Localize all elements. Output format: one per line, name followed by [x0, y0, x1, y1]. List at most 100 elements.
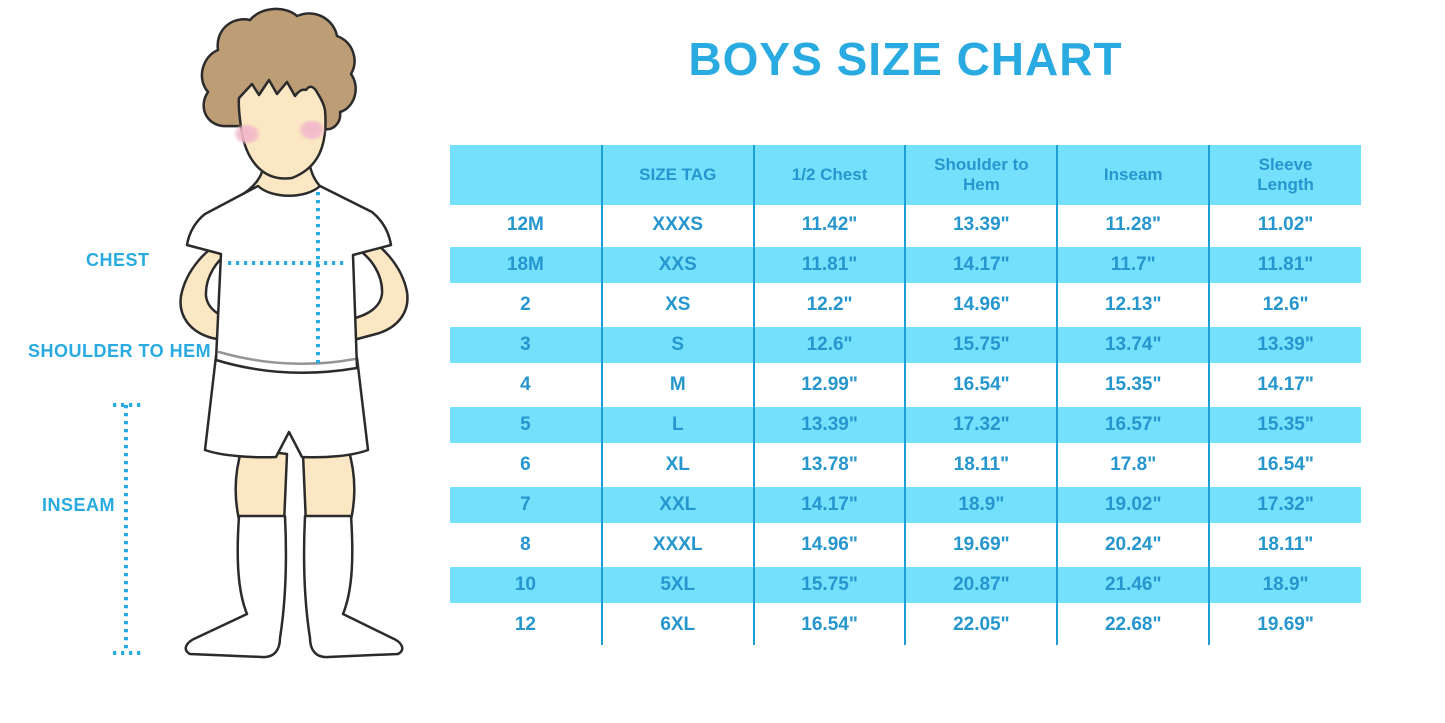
table-row: 12 6XL 16.54" 22.05" 22.68" 19.69" [450, 605, 1361, 645]
left-leg [234, 446, 289, 526]
inseam-label: INSEAM [42, 495, 116, 515]
left-sock [184, 514, 288, 659]
measurement-cell: XXXL [601, 525, 755, 565]
row-size-label: 8 [450, 525, 603, 565]
measurement-cell: 14.17" [905, 245, 1059, 285]
header-cell-shoulder-to-hem: Shoulder to Hem [905, 145, 1059, 205]
measurement-cell: 11.81" [753, 245, 907, 285]
measurement-cell: 5XL [601, 565, 755, 605]
measurement-cell: 11.81" [1209, 245, 1361, 285]
measurement-cell: 16.54" [905, 365, 1059, 405]
row-size-label: 4 [450, 365, 603, 405]
measurement-cell: 12.2" [753, 285, 907, 325]
measurement-cell: 15.35" [1209, 405, 1361, 445]
boy-illustration [113, 7, 409, 659]
measurement-cell: XXS [601, 245, 755, 285]
header-cell-blank [450, 145, 603, 205]
measurement-cell: 16.54" [753, 605, 907, 645]
row-size-label: 5 [450, 405, 603, 445]
measurement-cell: 21.46" [1057, 565, 1211, 605]
table-header: SIZE TAG 1/2 Chest Shoulder to Hem Insea… [450, 145, 1361, 205]
t-shirt-hem-line [217, 350, 357, 365]
measurement-cell: 6XL [601, 605, 755, 645]
blush-right [298, 119, 326, 141]
measurement-cell: 13.39" [753, 405, 907, 445]
measurement-cell: 19.02" [1057, 485, 1211, 525]
row-size-label: 2 [450, 285, 603, 325]
table-row: 12M XXXS 11.42" 13.39" 11.28" 11.02" [450, 205, 1361, 245]
measurement-cell: 19.69" [1257, 614, 1314, 635]
measurement-cell: 17.32" [1209, 485, 1361, 525]
table-row: 10 5XL 15.75" 20.87" 21.46" 18.9" [450, 565, 1361, 605]
measurement-cell: 18.9" [1209, 565, 1361, 605]
table-row: 2 XS 12.2" 14.96" 12.13" 12.6" [450, 285, 1361, 325]
measurement-cell: 12.6" [1262, 294, 1309, 315]
header-row: SIZE TAG 1/2 Chest Shoulder to Hem Insea… [450, 145, 1361, 205]
row-size-label: 18M [450, 245, 603, 285]
row-size-label: 3 [450, 325, 603, 365]
measurement-cell: 16.57" [1057, 405, 1211, 445]
measurement-cell: 17.8" [1057, 445, 1211, 485]
measurement-cell: 15.35" [1057, 365, 1211, 405]
measurement-cell: XL [601, 445, 755, 485]
blush-left [233, 123, 261, 145]
measurement-cell: 14.17" [1257, 374, 1314, 395]
measurement-cell: 13.74" [1057, 325, 1211, 365]
shoulder-to-hem-label: SHOULDER TO HEM [28, 341, 212, 361]
measurement-cell: L [601, 405, 755, 445]
row-size-label: 10 [450, 565, 603, 605]
measurement-cell: 12.99" [753, 365, 907, 405]
header-cell-size-tag: SIZE TAG [601, 145, 755, 205]
row-size-label: 6 [450, 445, 603, 485]
measurement-cell: 11.28" [1057, 205, 1211, 245]
measurement-cell: 12.6" [753, 325, 907, 365]
row-size-label: 12 [450, 605, 603, 645]
measurement-cell: 20.24" [1057, 525, 1211, 565]
right-leg [301, 446, 356, 526]
measurement-cell: 22.05" [905, 605, 1059, 645]
measurement-cell: 19.69" [905, 525, 1059, 565]
header-cell-inseam: Inseam [1057, 145, 1211, 205]
measurement-cell: 16.54" [1257, 454, 1314, 475]
right-arm [342, 230, 409, 344]
measurement-cell: 15.75" [753, 565, 907, 605]
measurement-cell: 18.9" [905, 485, 1059, 525]
size-table-body: 12M XXXS 11.42" 13.39" 11.28" 11.02" 18M XXS 11.… [450, 205, 1361, 645]
measurement-cell: 22.68" [1057, 605, 1211, 645]
measurement-cell: 14.17" [753, 485, 907, 525]
measurement-cell: 11.7" [1057, 245, 1211, 285]
measurement-cell: 11.02" [1257, 214, 1314, 235]
measurement-cell: 18.11" [905, 445, 1059, 485]
table-row: 7 XXL 14.17" 18.9" 19.02" 17.32" [450, 485, 1361, 525]
header-cell-half-chest: 1/2 Chest [753, 145, 907, 205]
row-size-label: 12M [450, 205, 603, 245]
measurement-cell: XXXS [601, 205, 755, 245]
measurement-cell: 17.32" [905, 405, 1059, 445]
table-row: 18M XXS 11.81" 14.17" 11.7" 11.81" [450, 245, 1361, 285]
size-chart-table: SIZE TAG 1/2 Chest Shoulder to Hem Insea… [450, 145, 1361, 645]
chest-label: CHEST [86, 250, 150, 270]
table-row: 3 S 12.6" 15.75" 13.74" 13.39" [450, 325, 1361, 365]
measurement-cell: 13.39" [905, 205, 1059, 245]
measurement-cell: 20.87" [905, 565, 1059, 605]
measurement-cell: 18.11" [1257, 534, 1314, 555]
measurement-cell: S [601, 325, 755, 365]
measurement-cell: XS [601, 285, 755, 325]
measurement-cell: 14.96" [905, 285, 1059, 325]
t-shirt [185, 184, 393, 374]
right-sock [302, 514, 404, 659]
measurement-cell: 13.39" [1209, 325, 1361, 365]
header-cell-sleeve-length: Sleeve Length [1209, 145, 1361, 205]
table-row: 8 XXXL 14.96" 19.69" 20.24" 18.11" [450, 525, 1361, 565]
measurement-cell: 13.78" [753, 445, 907, 485]
measurement-cell: XXL [601, 485, 755, 525]
measurement-cell: 12.13" [1057, 285, 1211, 325]
table-row: 6 XL 13.78" 18.11" 17.8" 16.54" [450, 445, 1361, 485]
page-title: BOYS SIZE CHART [688, 33, 1123, 85]
measurement-cell: M [601, 365, 755, 405]
row-size-label: 7 [450, 485, 603, 525]
measurement-cell: 15.75" [905, 325, 1059, 365]
measurement-cell: 11.42" [753, 205, 907, 245]
table-row: 4 M 12.99" 16.54" 15.35" 14.17" [450, 365, 1361, 405]
